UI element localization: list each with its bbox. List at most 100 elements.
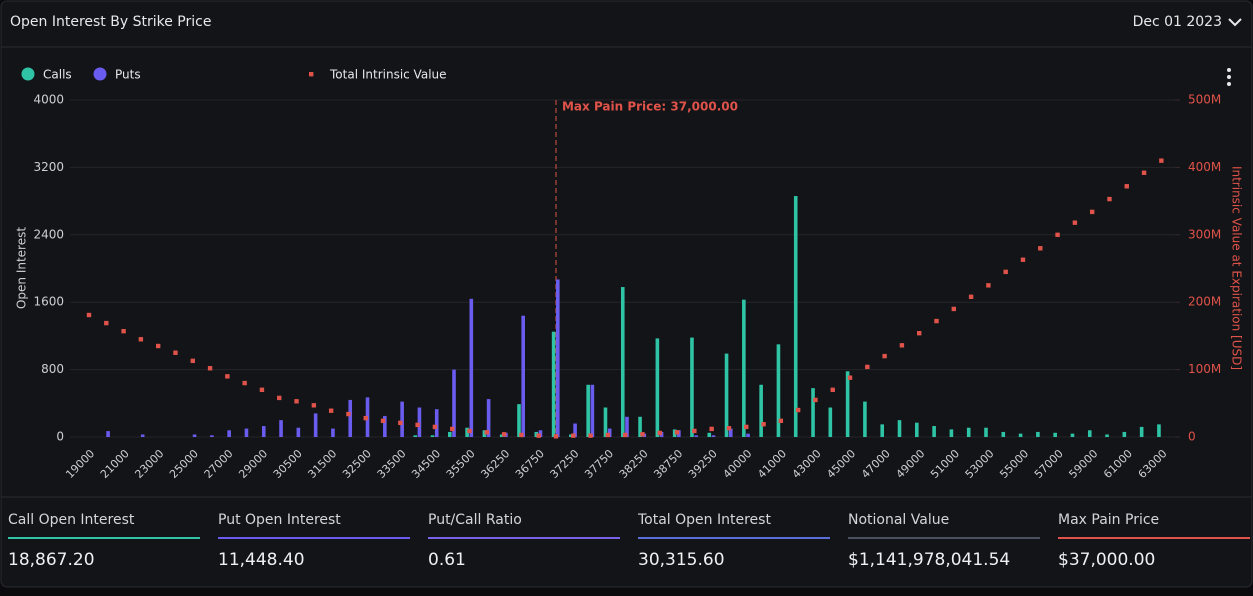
- bar: [555, 279, 560, 437]
- intrinsic-point: [104, 320, 109, 326]
- intrinsic-point: [1072, 220, 1078, 225]
- bar: [949, 429, 954, 437]
- bar: [106, 431, 110, 437]
- menu-dot: [1227, 82, 1231, 86]
- bar: [517, 404, 521, 437]
- bar: [434, 409, 439, 437]
- intrinsic-point: [294, 399, 299, 404]
- bar: [348, 399, 353, 437]
- bar: [1105, 434, 1109, 437]
- intrinsic-point: [553, 434, 559, 439]
- legend-label: Total Intrinsic Value: [329, 68, 447, 82]
- bar: [1087, 430, 1092, 437]
- max-pain-label: Max Pain Price: 37,000.00: [562, 100, 738, 114]
- intrinsic-point: [968, 294, 974, 300]
- intrinsic-point: [328, 408, 334, 413]
- bar: [932, 426, 936, 437]
- intrinsic-point: [155, 343, 161, 349]
- menu-dot: [1227, 68, 1231, 72]
- bar: [742, 299, 746, 437]
- intrinsic-point: [380, 418, 386, 424]
- intrinsic-point: [363, 415, 368, 421]
- bar: [1070, 433, 1075, 437]
- bar: [521, 315, 525, 437]
- bar: [776, 344, 781, 437]
- bar: [534, 431, 539, 437]
- intrinsic-point: [86, 312, 92, 318]
- bar: [897, 420, 902, 437]
- bar: [690, 337, 694, 437]
- bar: [1139, 426, 1144, 437]
- summary-value: $1,141,978,041.54: [848, 550, 1010, 570]
- bar: [279, 420, 283, 437]
- menu-dot: [1227, 75, 1231, 79]
- intrinsic-point: [415, 422, 420, 428]
- bar: [915, 422, 919, 437]
- y-tick-label: 2400: [33, 227, 64, 241]
- bar: [227, 430, 231, 437]
- bar: [863, 401, 867, 437]
- y-tick-label: 1600: [33, 295, 64, 309]
- summary-underline: [428, 537, 620, 539]
- bar: [603, 407, 608, 437]
- intrinsic-point: [657, 430, 662, 436]
- summary-value: 0.61: [428, 550, 466, 570]
- intrinsic-point: [588, 433, 593, 438]
- intrinsic-point: [519, 432, 524, 438]
- bar: [966, 427, 971, 437]
- menu-button[interactable]: [1227, 68, 1231, 86]
- intrinsic-point: [726, 426, 732, 431]
- summary-label: Total Open Interest: [637, 512, 771, 528]
- summary-underline: [848, 537, 1040, 539]
- bar: [638, 416, 642, 437]
- intrinsic-point: [259, 387, 265, 393]
- intrinsic-point: [121, 328, 126, 334]
- intrinsic-point: [917, 331, 922, 336]
- legend-marker: [21, 67, 35, 81]
- bar: [465, 427, 469, 437]
- bar: [828, 407, 833, 437]
- date-selector[interactable]: Dec 01 2023: [1133, 14, 1222, 30]
- dropdown-chevron[interactable]: [1228, 18, 1242, 27]
- intrinsic-point: [622, 432, 628, 438]
- bar: [625, 416, 629, 437]
- intrinsic-point: [138, 337, 144, 342]
- bar: [655, 338, 660, 437]
- bar: [728, 428, 733, 437]
- intrinsic-point: [450, 426, 455, 432]
- bar: [486, 399, 491, 437]
- y-axis-title: Open Interest: [15, 227, 29, 309]
- intrinsic-point: [1038, 246, 1043, 251]
- bar: [845, 371, 850, 437]
- intrinsic-point: [1141, 170, 1147, 175]
- legend-label: Calls: [43, 68, 72, 82]
- bar: [261, 426, 266, 437]
- bar: [482, 430, 487, 437]
- bar: [313, 413, 318, 437]
- intrinsic-point: [1055, 232, 1060, 237]
- bar: [1001, 431, 1006, 437]
- summary-label: Put Open Interest: [218, 512, 341, 528]
- intrinsic-point: [847, 375, 853, 380]
- bar: [569, 434, 573, 437]
- intrinsic-point: [190, 358, 195, 364]
- title: Open Interest By Strike Price: [10, 14, 211, 30]
- y2-tick-label: 500M: [1188, 93, 1221, 107]
- bar: [499, 434, 504, 437]
- intrinsic-point: [1089, 209, 1095, 215]
- intrinsic-point: [778, 418, 784, 424]
- bar: [811, 388, 815, 437]
- y2-tick-label: 200M: [1188, 295, 1221, 309]
- bar: [452, 369, 456, 437]
- intrinsic-point: [207, 366, 213, 371]
- y2-tick-label: 0: [1188, 430, 1196, 444]
- summary-underline: [8, 537, 200, 539]
- intrinsic-point: [277, 395, 282, 401]
- bar: [1018, 433, 1023, 437]
- summary-underline: [218, 537, 410, 539]
- bar: [1036, 431, 1040, 437]
- intrinsic-point: [605, 432, 611, 438]
- intrinsic-point: [398, 420, 403, 426]
